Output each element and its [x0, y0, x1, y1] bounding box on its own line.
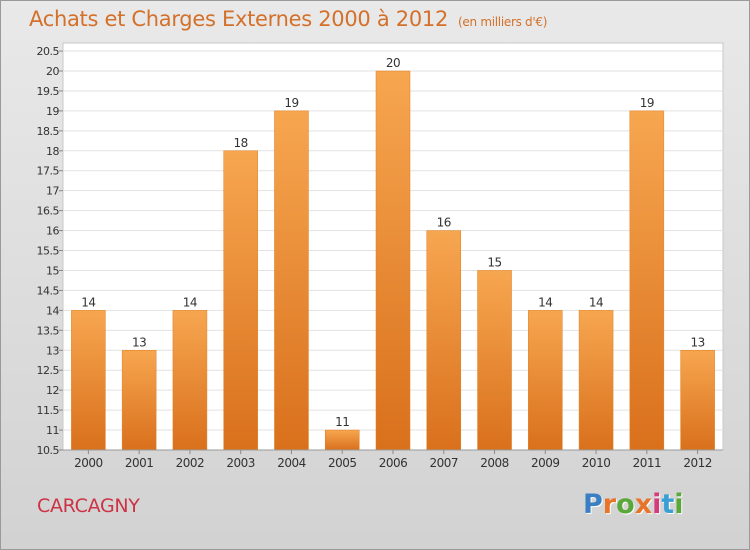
y-tick-label: 19.5	[37, 85, 60, 98]
x-tick-label: 2012	[683, 456, 712, 470]
y-tick-label: 18.5	[37, 125, 60, 138]
data-label: 18	[234, 136, 248, 150]
bar	[274, 110, 309, 451]
y-tick-label: 18	[46, 145, 59, 158]
bar	[375, 70, 411, 451]
data-label: 13	[690, 335, 704, 349]
y-tick-label: 13	[46, 344, 59, 357]
x-tick-label: 2009	[531, 456, 560, 470]
logo-letter: i	[674, 489, 684, 520]
y-tick-label: 14.5	[37, 284, 60, 297]
data-label: 14	[81, 295, 95, 309]
y-tick-label: 13.5	[37, 324, 60, 337]
y-tick-label: 19	[46, 105, 59, 118]
bar	[324, 429, 360, 451]
y-tick-label: 14	[46, 304, 59, 317]
bar	[528, 310, 563, 451]
y-tick-label: 17.5	[37, 165, 60, 178]
y-tick-label: 11.5	[37, 404, 60, 417]
x-tick-label: 2007	[429, 456, 458, 470]
y-tick-label: 17	[46, 185, 59, 198]
logo-letter: o	[616, 489, 635, 520]
logo-letter: t	[661, 489, 675, 520]
data-label: 20	[386, 56, 400, 70]
x-tick-label: 2010	[582, 456, 611, 470]
x-tick-label: 2000	[74, 456, 103, 470]
y-tick-label: 16	[46, 225, 59, 238]
bar	[121, 350, 157, 451]
bar	[223, 150, 258, 451]
bar	[477, 270, 512, 451]
x-tick-label: 2003	[226, 456, 255, 470]
bar	[629, 110, 665, 451]
data-label: 19	[284, 96, 298, 110]
data-label: 16	[437, 216, 451, 230]
chart-subtitle: (en milliers d'€)	[458, 15, 548, 29]
data-label: 14	[589, 295, 603, 309]
x-tick-label: 2001	[125, 456, 154, 470]
data-label: 11	[335, 415, 349, 429]
y-tick-label: 10.5	[37, 444, 60, 457]
logo-letter: x	[634, 489, 653, 520]
logo-letter: P	[583, 489, 603, 520]
logo-letter: i	[652, 489, 662, 520]
y-axis: 10.5 11 11.5 12 12.5 13 13.5 14 14.5 15 15.5 16 16.5…	[37, 45, 63, 457]
y-tick-label: 12.5	[37, 364, 60, 377]
bars: 14 13 14 18 19 11 20 16 15 14 14 19 13	[71, 56, 715, 451]
y-tick-label: 11	[46, 424, 59, 437]
y-tick-label: 20	[46, 65, 59, 78]
city-name: CARCAGNY	[37, 495, 140, 517]
x-axis: 2000 2001 2002 2003 2004 2005 2006 2007 2008 2009…	[63, 449, 723, 470]
bar	[680, 350, 715, 451]
bar	[172, 310, 208, 451]
x-tick-label: 2005	[328, 456, 357, 470]
chart-title: Achats et Charges Externes 2000 à 2012 (e…	[29, 7, 547, 31]
data-label: 15	[487, 255, 501, 269]
y-tick-label: 15	[46, 264, 59, 277]
data-label: 14	[183, 295, 197, 309]
data-label: 19	[640, 96, 654, 110]
bar	[578, 310, 614, 451]
chart-title-text: Achats et Charges Externes 2000 à 2012	[29, 7, 449, 31]
proxiti-logo: Proxiti	[583, 489, 684, 520]
bar	[426, 230, 462, 451]
bar	[71, 310, 106, 451]
y-tick-label: 20.5	[37, 45, 60, 58]
y-tick-label: 12	[46, 384, 59, 397]
x-tick-label: 2002	[176, 456, 205, 470]
x-tick-label: 2011	[633, 456, 662, 470]
data-label: 13	[132, 335, 146, 349]
y-tick-label: 16.5	[37, 205, 60, 218]
data-label: 14	[538, 295, 552, 309]
x-tick-label: 2004	[277, 456, 306, 470]
logo-letter: r	[602, 489, 617, 520]
y-tick-label: 15.5	[37, 245, 60, 258]
x-tick-label: 2006	[379, 456, 408, 470]
x-tick-label: 2008	[480, 456, 509, 470]
